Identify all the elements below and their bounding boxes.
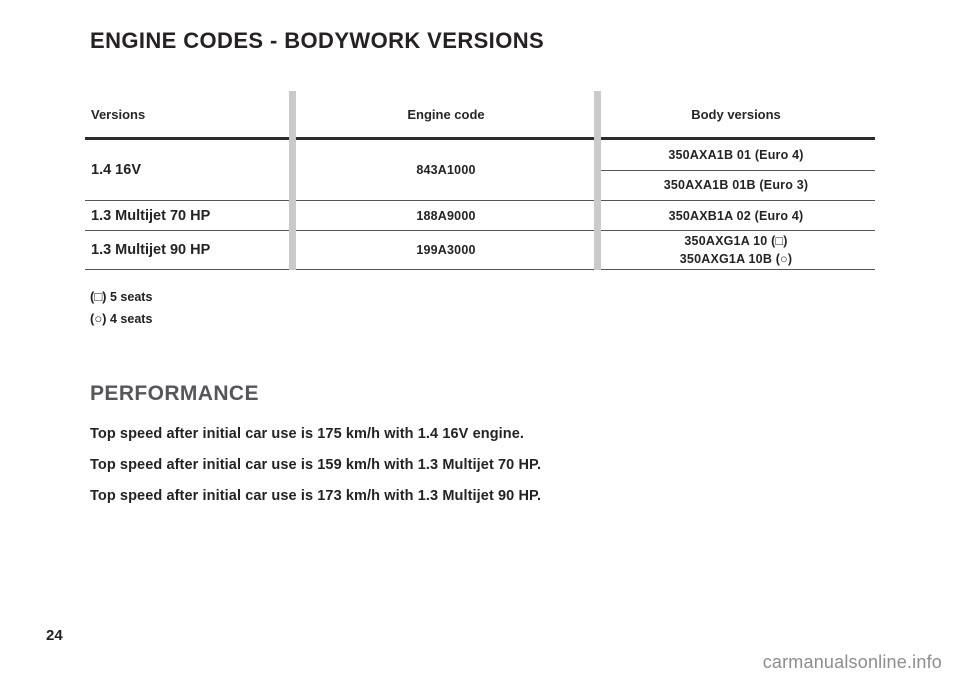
table-header-rule: [85, 137, 875, 140]
performance-section-title: PERFORMANCE: [90, 382, 259, 405]
table-row: 1.3 Multijet 90 HP 199A3000 350AXG1A 10 …: [85, 231, 875, 269]
performance-text: Top speed after initial car use is 175 k…: [90, 426, 875, 504]
body-version-value: 350AXG1A 10B (○): [679, 251, 793, 266]
body-version-value: 350AXA1B 01 (Euro 4): [597, 140, 875, 171]
performance-line: Top speed after initial car use is 173 k…: [90, 488, 542, 504]
circle-symbol: (○): [90, 311, 107, 326]
body-version-value: 350AXG1A 10 (□): [684, 233, 788, 248]
footnote: (□) 5 seats: [90, 286, 875, 308]
engine-code-cell: 843A1000: [416, 163, 476, 177]
body-version-value: 350AXA1B 01B (Euro 3): [663, 178, 809, 193]
header-engine-code: Engine code: [407, 106, 485, 122]
header-versions: Versions: [91, 106, 146, 122]
footnote: (○) 4 seats: [90, 308, 875, 330]
body-versions-cell: 350AXG1A 10 (□) 350AXG1A 10B (○): [597, 233, 875, 268]
table-bottom-rule: [85, 269, 875, 270]
page-title: ENGINE CODES - BODYWORK VERSIONS: [90, 28, 545, 53]
table-row: 1.4 16V 843A1000 350AXA1B 01 (Euro 4) 35…: [85, 140, 875, 200]
engine-codes-table: Versions Engine code Body versions 1.4 1…: [85, 91, 875, 270]
column-divider: [594, 91, 601, 270]
footnote-label: 4 seats: [110, 312, 153, 326]
watermark: carmanualsonline.info: [762, 652, 942, 672]
header-body-versions: Body versions: [691, 106, 781, 122]
manual-page: ENGINE CODES - BODYWORK VERSIONS Version…: [85, 0, 875, 519]
table-header-row: Versions Engine code Body versions: [85, 91, 875, 137]
body-versions-cell: 350AXA1B 01 (Euro 4) 350AXA1B 01B (Euro …: [597, 140, 875, 200]
column-divider: [289, 91, 296, 270]
square-symbol: (□): [90, 289, 107, 304]
row-separator: [85, 200, 875, 201]
body-versions-cell: 350AXB1A 02 (Euro 4): [668, 208, 804, 223]
engine-code-cell: 188A9000: [416, 208, 476, 223]
row-separator: [85, 230, 875, 231]
page-number: 24: [46, 627, 63, 644]
table-footnotes: (□) 5 seats (○) 4 seats: [90, 286, 875, 330]
version-cell: 1.4 16V: [91, 162, 141, 178]
performance-line: Top speed after initial car use is 159 k…: [90, 457, 542, 473]
performance-line: Top speed after initial car use is 175 k…: [90, 426, 525, 442]
version-cell: 1.3 Multijet 70 HP: [91, 207, 211, 224]
table-row: 1.3 Multijet 70 HP 188A9000 350AXB1A 02 …: [85, 201, 875, 230]
version-cell: 1.3 Multijet 90 HP: [91, 242, 211, 258]
engine-code-cell: 199A3000: [416, 243, 476, 257]
footnote-label: 5 seats: [110, 290, 153, 304]
